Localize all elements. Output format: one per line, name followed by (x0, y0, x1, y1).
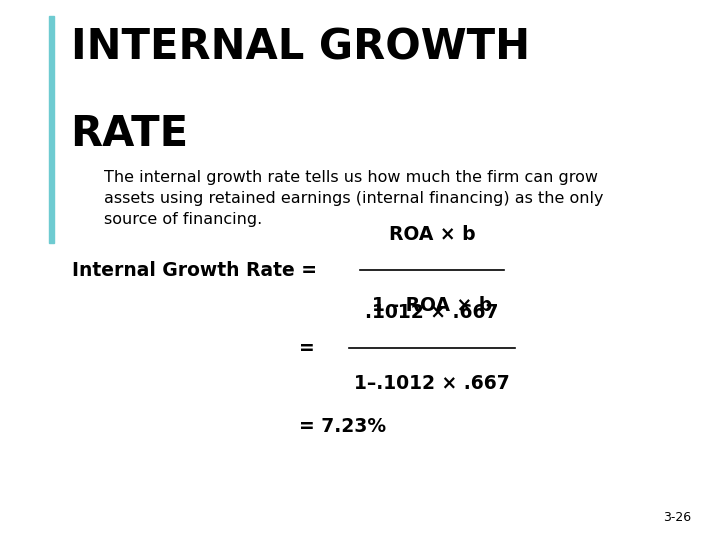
Text: =: = (299, 339, 315, 358)
Text: RATE: RATE (71, 113, 189, 156)
Text: = 7.23%: = 7.23% (299, 417, 386, 436)
Text: 1 - ROA × b: 1 - ROA × b (372, 296, 492, 315)
Text: ROA × b: ROA × b (389, 225, 475, 244)
Text: 1–.1012 × .667: 1–.1012 × .667 (354, 374, 510, 393)
Text: .1012 × .667: .1012 × .667 (365, 303, 499, 322)
Text: INTERNAL GROWTH: INTERNAL GROWTH (71, 27, 530, 69)
Text: 3-26: 3-26 (663, 511, 691, 524)
Text: Internal Growth Rate =: Internal Growth Rate = (72, 260, 323, 280)
Text: The internal growth rate tells us how much the firm can grow
assets using retain: The internal growth rate tells us how mu… (104, 170, 604, 227)
